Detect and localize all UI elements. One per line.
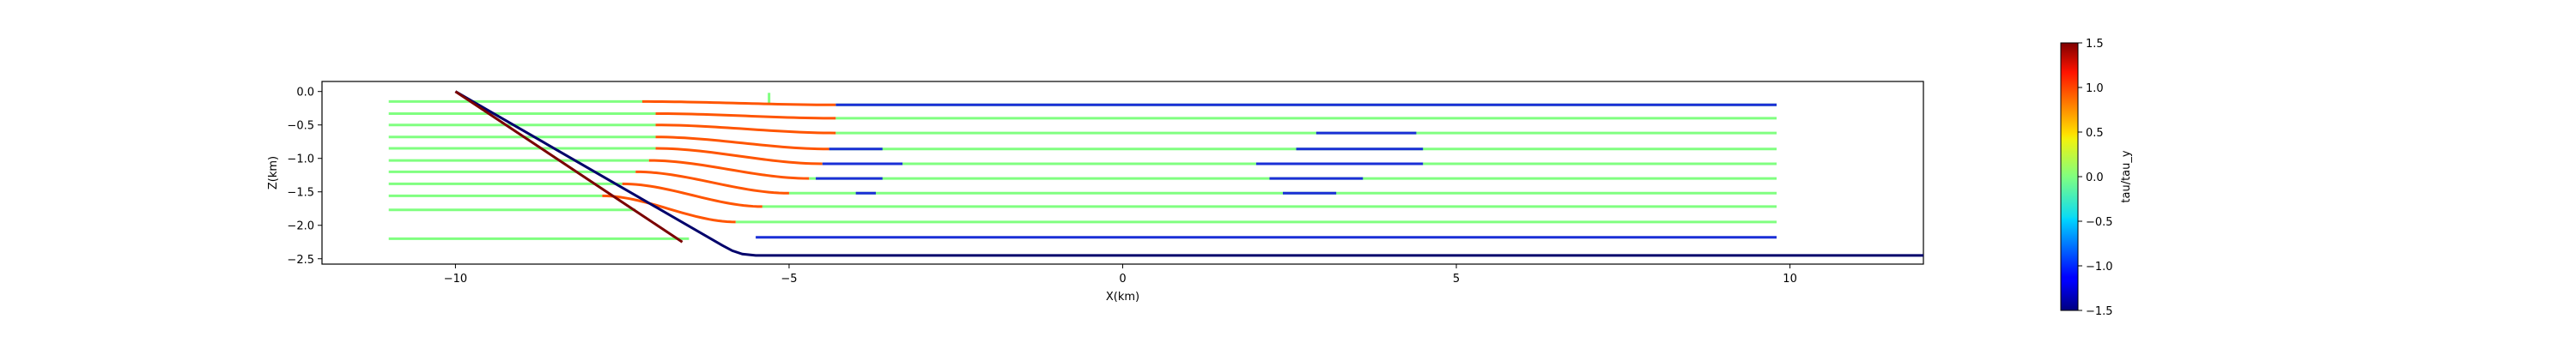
x-tick-label: −10 bbox=[444, 273, 467, 286]
x-tick-label: −5 bbox=[781, 273, 797, 286]
colorbar-tick-label: −1.0 bbox=[2086, 261, 2113, 274]
y-tick-label: 0.0 bbox=[296, 87, 314, 99]
flowline-bend bbox=[655, 123, 836, 135]
y-tick-label: −0.5 bbox=[287, 120, 314, 133]
flowline-bend bbox=[655, 111, 836, 120]
colorbar-tick-label: −1.5 bbox=[2086, 305, 2113, 318]
x-tick-label: 10 bbox=[1783, 273, 1797, 286]
colorbar-tick-label: 1.5 bbox=[2086, 38, 2104, 51]
x-tick-label: 5 bbox=[1453, 273, 1460, 286]
colorbar: 1.5 1.0 0.5 0.0 −0.5 −1.0 −1.5 tau/tau_y bbox=[2060, 38, 2133, 318]
flowline-bend bbox=[655, 135, 829, 151]
colorbar-tick-label: 0.5 bbox=[2086, 127, 2104, 140]
x-tick-label: 0 bbox=[1119, 273, 1126, 286]
colorbar-tick-label: 1.0 bbox=[2086, 82, 2104, 95]
y-tick-label: −2.0 bbox=[287, 220, 314, 233]
flowline-bend bbox=[635, 170, 789, 195]
ice-front-line bbox=[454, 90, 683, 244]
x-axis: −10 −5 0 5 10 bbox=[444, 264, 1797, 286]
flowlines-group bbox=[388, 90, 1923, 257]
x-axis-label: X(km) bbox=[1106, 291, 1139, 304]
flowline-bend bbox=[641, 99, 836, 106]
y-axis-label: Z(km) bbox=[267, 156, 280, 190]
colorbar-tick-label: −0.5 bbox=[2086, 216, 2113, 229]
y-tick-label: −1.5 bbox=[287, 187, 314, 200]
flowline-bend bbox=[622, 182, 762, 208]
colorbar-ticks: 1.5 1.0 0.5 0.0 −0.5 −1.0 −1.5 bbox=[2078, 38, 2113, 318]
bed-boundary bbox=[454, 90, 1923, 257]
colorbar-tick-label: 0.0 bbox=[2086, 172, 2104, 184]
flowline-bend bbox=[648, 159, 810, 180]
y-tick-label: −2.5 bbox=[287, 254, 314, 267]
y-axis: 0.0 −0.5 −1.0 −1.5 −2.0 −2.5 bbox=[287, 87, 322, 267]
flowline-bend bbox=[602, 194, 736, 224]
colorbar-gradient bbox=[2060, 42, 2079, 311]
plot-area: −10 −5 0 5 10 0.0−0.5−1.0−1.5−2.0−2.5 X(km) … bbox=[267, 81, 1924, 304]
y-tick-label: −1.0 bbox=[287, 153, 314, 166]
flowline-bend bbox=[655, 147, 823, 165]
colorbar-label: tau/tau_y bbox=[2120, 150, 2133, 202]
